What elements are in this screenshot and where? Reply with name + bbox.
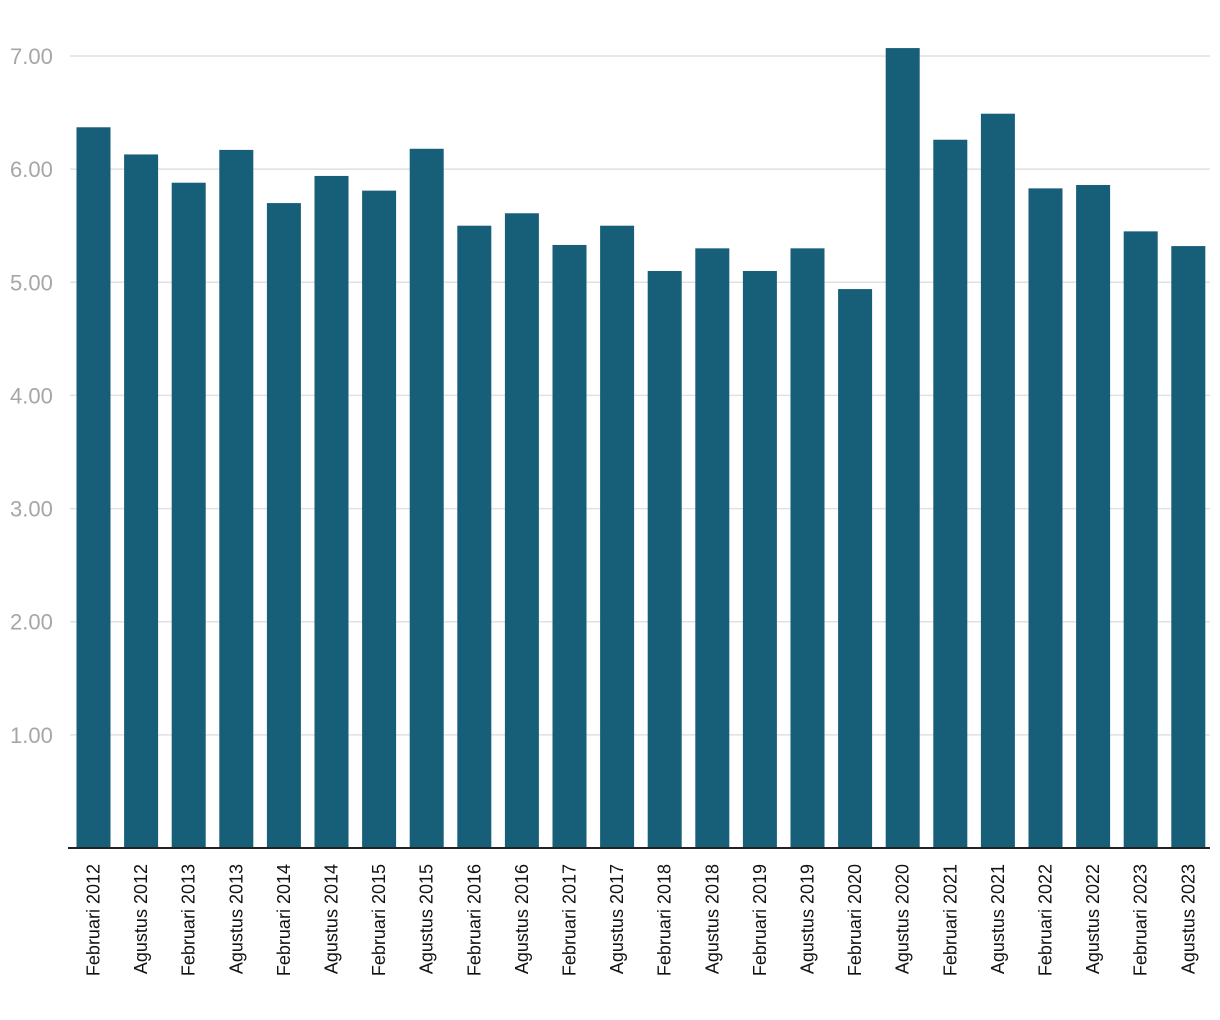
y-tick-label: 2.00 xyxy=(10,610,53,635)
x-axis-tick-labels: Februari 2012 Agustus 2012 Februari 2013 Ag… xyxy=(84,864,1199,976)
bar[interactable] xyxy=(171,182,206,849)
x-tick-label: Agustus 2020 xyxy=(893,864,913,974)
bar[interactable] xyxy=(1028,188,1063,848)
bar[interactable] xyxy=(266,203,301,849)
x-tick-label: Februari 2019 xyxy=(750,864,770,976)
x-tick-label: Februari 2018 xyxy=(655,864,675,976)
x-tick-label: Februari 2020 xyxy=(845,864,865,976)
bar[interactable] xyxy=(790,248,825,849)
y-tick-label: 4.00 xyxy=(10,383,53,408)
bar[interactable] xyxy=(885,48,920,848)
bar[interactable] xyxy=(1123,231,1158,848)
x-tick-label: Agustus 2016 xyxy=(512,864,532,974)
bar[interactable] xyxy=(124,154,159,849)
x-tick-label: Februari 2017 xyxy=(560,864,580,976)
bar[interactable] xyxy=(409,148,444,848)
bar[interactable] xyxy=(1171,246,1206,848)
x-tick-label: Agustus 2013 xyxy=(226,864,246,974)
bar[interactable] xyxy=(457,225,492,848)
bar[interactable] xyxy=(695,248,730,849)
x-tick-label: Februari 2021 xyxy=(940,864,960,976)
x-tick-label: Agustus 2021 xyxy=(988,864,1008,974)
bar[interactable] xyxy=(1076,184,1111,849)
y-tick-label: 6.00 xyxy=(10,157,53,182)
x-tick-label: Februari 2014 xyxy=(274,864,294,976)
bar[interactable] xyxy=(838,289,873,848)
x-tick-label: Agustus 2023 xyxy=(1178,864,1198,974)
y-tick-label: 7.00 xyxy=(10,44,53,69)
bar[interactable] xyxy=(362,190,397,848)
x-tick-label: Agustus 2014 xyxy=(322,864,342,974)
x-tick-label: Februari 2013 xyxy=(179,864,199,976)
bar[interactable] xyxy=(219,149,254,848)
y-tick-label: 3.00 xyxy=(10,497,53,522)
bar[interactable] xyxy=(980,113,1015,848)
bars xyxy=(76,48,1206,849)
x-tick-label: Agustus 2015 xyxy=(417,864,437,974)
bar[interactable] xyxy=(552,244,587,848)
bar[interactable] xyxy=(742,270,777,848)
x-tick-label: Agustus 2018 xyxy=(702,864,722,974)
bar[interactable] xyxy=(600,225,635,848)
bar[interactable] xyxy=(314,175,349,849)
grid-lines xyxy=(70,55,1210,736)
bar[interactable] xyxy=(504,213,539,849)
x-tick-label: Februari 2022 xyxy=(1036,864,1056,976)
x-tick-label: Agustus 2022 xyxy=(1083,864,1103,974)
bar[interactable] xyxy=(933,139,968,848)
y-tick-label: 1.00 xyxy=(10,723,53,748)
x-tick-label: Agustus 2012 xyxy=(131,864,151,974)
x-tick-label: Agustus 2017 xyxy=(607,864,627,974)
bar[interactable] xyxy=(76,127,111,848)
x-tick-label: Agustus 2019 xyxy=(798,864,818,974)
x-tick-label: Februari 2016 xyxy=(464,864,484,976)
x-tick-label: Februari 2023 xyxy=(1131,864,1151,976)
x-tick-label: Februari 2015 xyxy=(369,864,389,976)
bar[interactable] xyxy=(647,270,682,848)
x-tick-label: Februari 2012 xyxy=(84,864,104,976)
y-axis-tick-labels: 1.00 2.00 3.00 4.00 5.00 6.00 7.00 xyxy=(10,44,53,748)
y-tick-label: 5.00 xyxy=(10,270,53,295)
